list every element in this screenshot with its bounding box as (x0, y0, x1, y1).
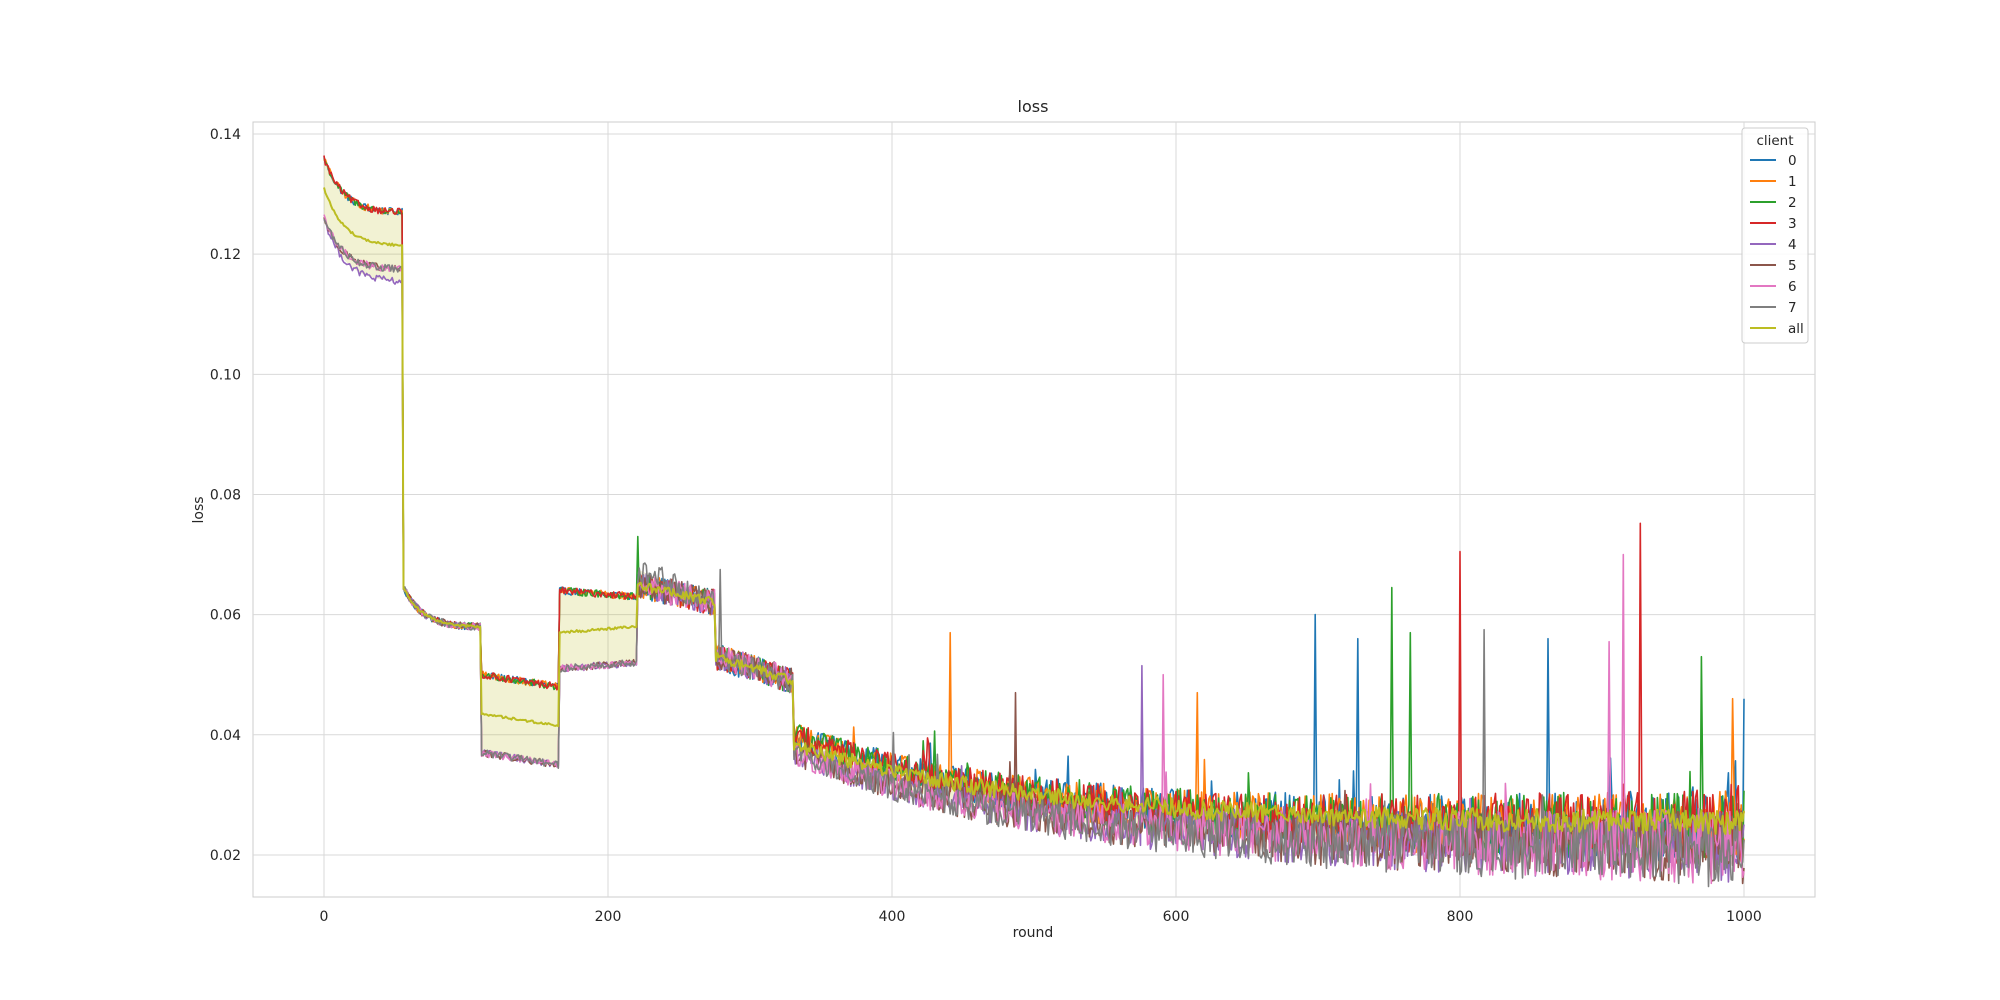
legend-items: 0 1 2 3 4 5 6 7 all (1750, 153, 1804, 337)
y-tick-label: 0.14 (210, 127, 241, 143)
x-tick-label: 600 (1163, 909, 1190, 925)
legend: client 0 1 2 3 4 5 6 7 all (1741, 127, 1809, 344)
legend-label-all: all (1788, 321, 1804, 337)
y-tick-label: 0.06 (210, 608, 241, 624)
legend-label-4: 4 (1788, 237, 1797, 253)
plot-area (252, 121, 1816, 898)
chart-title: loss (1018, 97, 1049, 116)
legend-label-6: 6 (1788, 279, 1797, 295)
series-line-all (323, 187, 1745, 835)
y-tick-label: 0.08 (210, 487, 241, 503)
legend-title: client (1756, 133, 1793, 149)
x-tick-label: 400 (879, 909, 906, 925)
x-tick-label: 0 (320, 909, 329, 925)
legend-label-2: 2 (1788, 195, 1797, 211)
x-tick-labels: 0 200 400 600 800 1000 (320, 909, 1762, 925)
legend-label-3: 3 (1788, 216, 1797, 232)
x-tick-label: 200 (595, 909, 622, 925)
y-tick-labels: 0.02 0.04 0.06 0.08 0.10 0.12 0.14 (210, 127, 241, 864)
x-tick-label: 800 (1447, 909, 1474, 925)
series-line-7 (323, 218, 1745, 888)
y-tick-label: 0.10 (210, 367, 241, 383)
x-tick-label: 1000 (1726, 909, 1762, 925)
legend-label-0: 0 (1788, 153, 1797, 169)
x-axis-label: round (1013, 925, 1054, 941)
legend-label-1: 1 (1788, 174, 1797, 190)
y-tick-label: 0.04 (210, 728, 241, 744)
y-axis-label: loss (191, 496, 207, 523)
y-tick-label: 0.02 (210, 848, 241, 864)
legend-label-5: 5 (1788, 258, 1797, 274)
legend-label-7: 7 (1788, 300, 1797, 316)
y-tick-label: 0.12 (210, 247, 241, 263)
series-lines (323, 155, 1745, 888)
